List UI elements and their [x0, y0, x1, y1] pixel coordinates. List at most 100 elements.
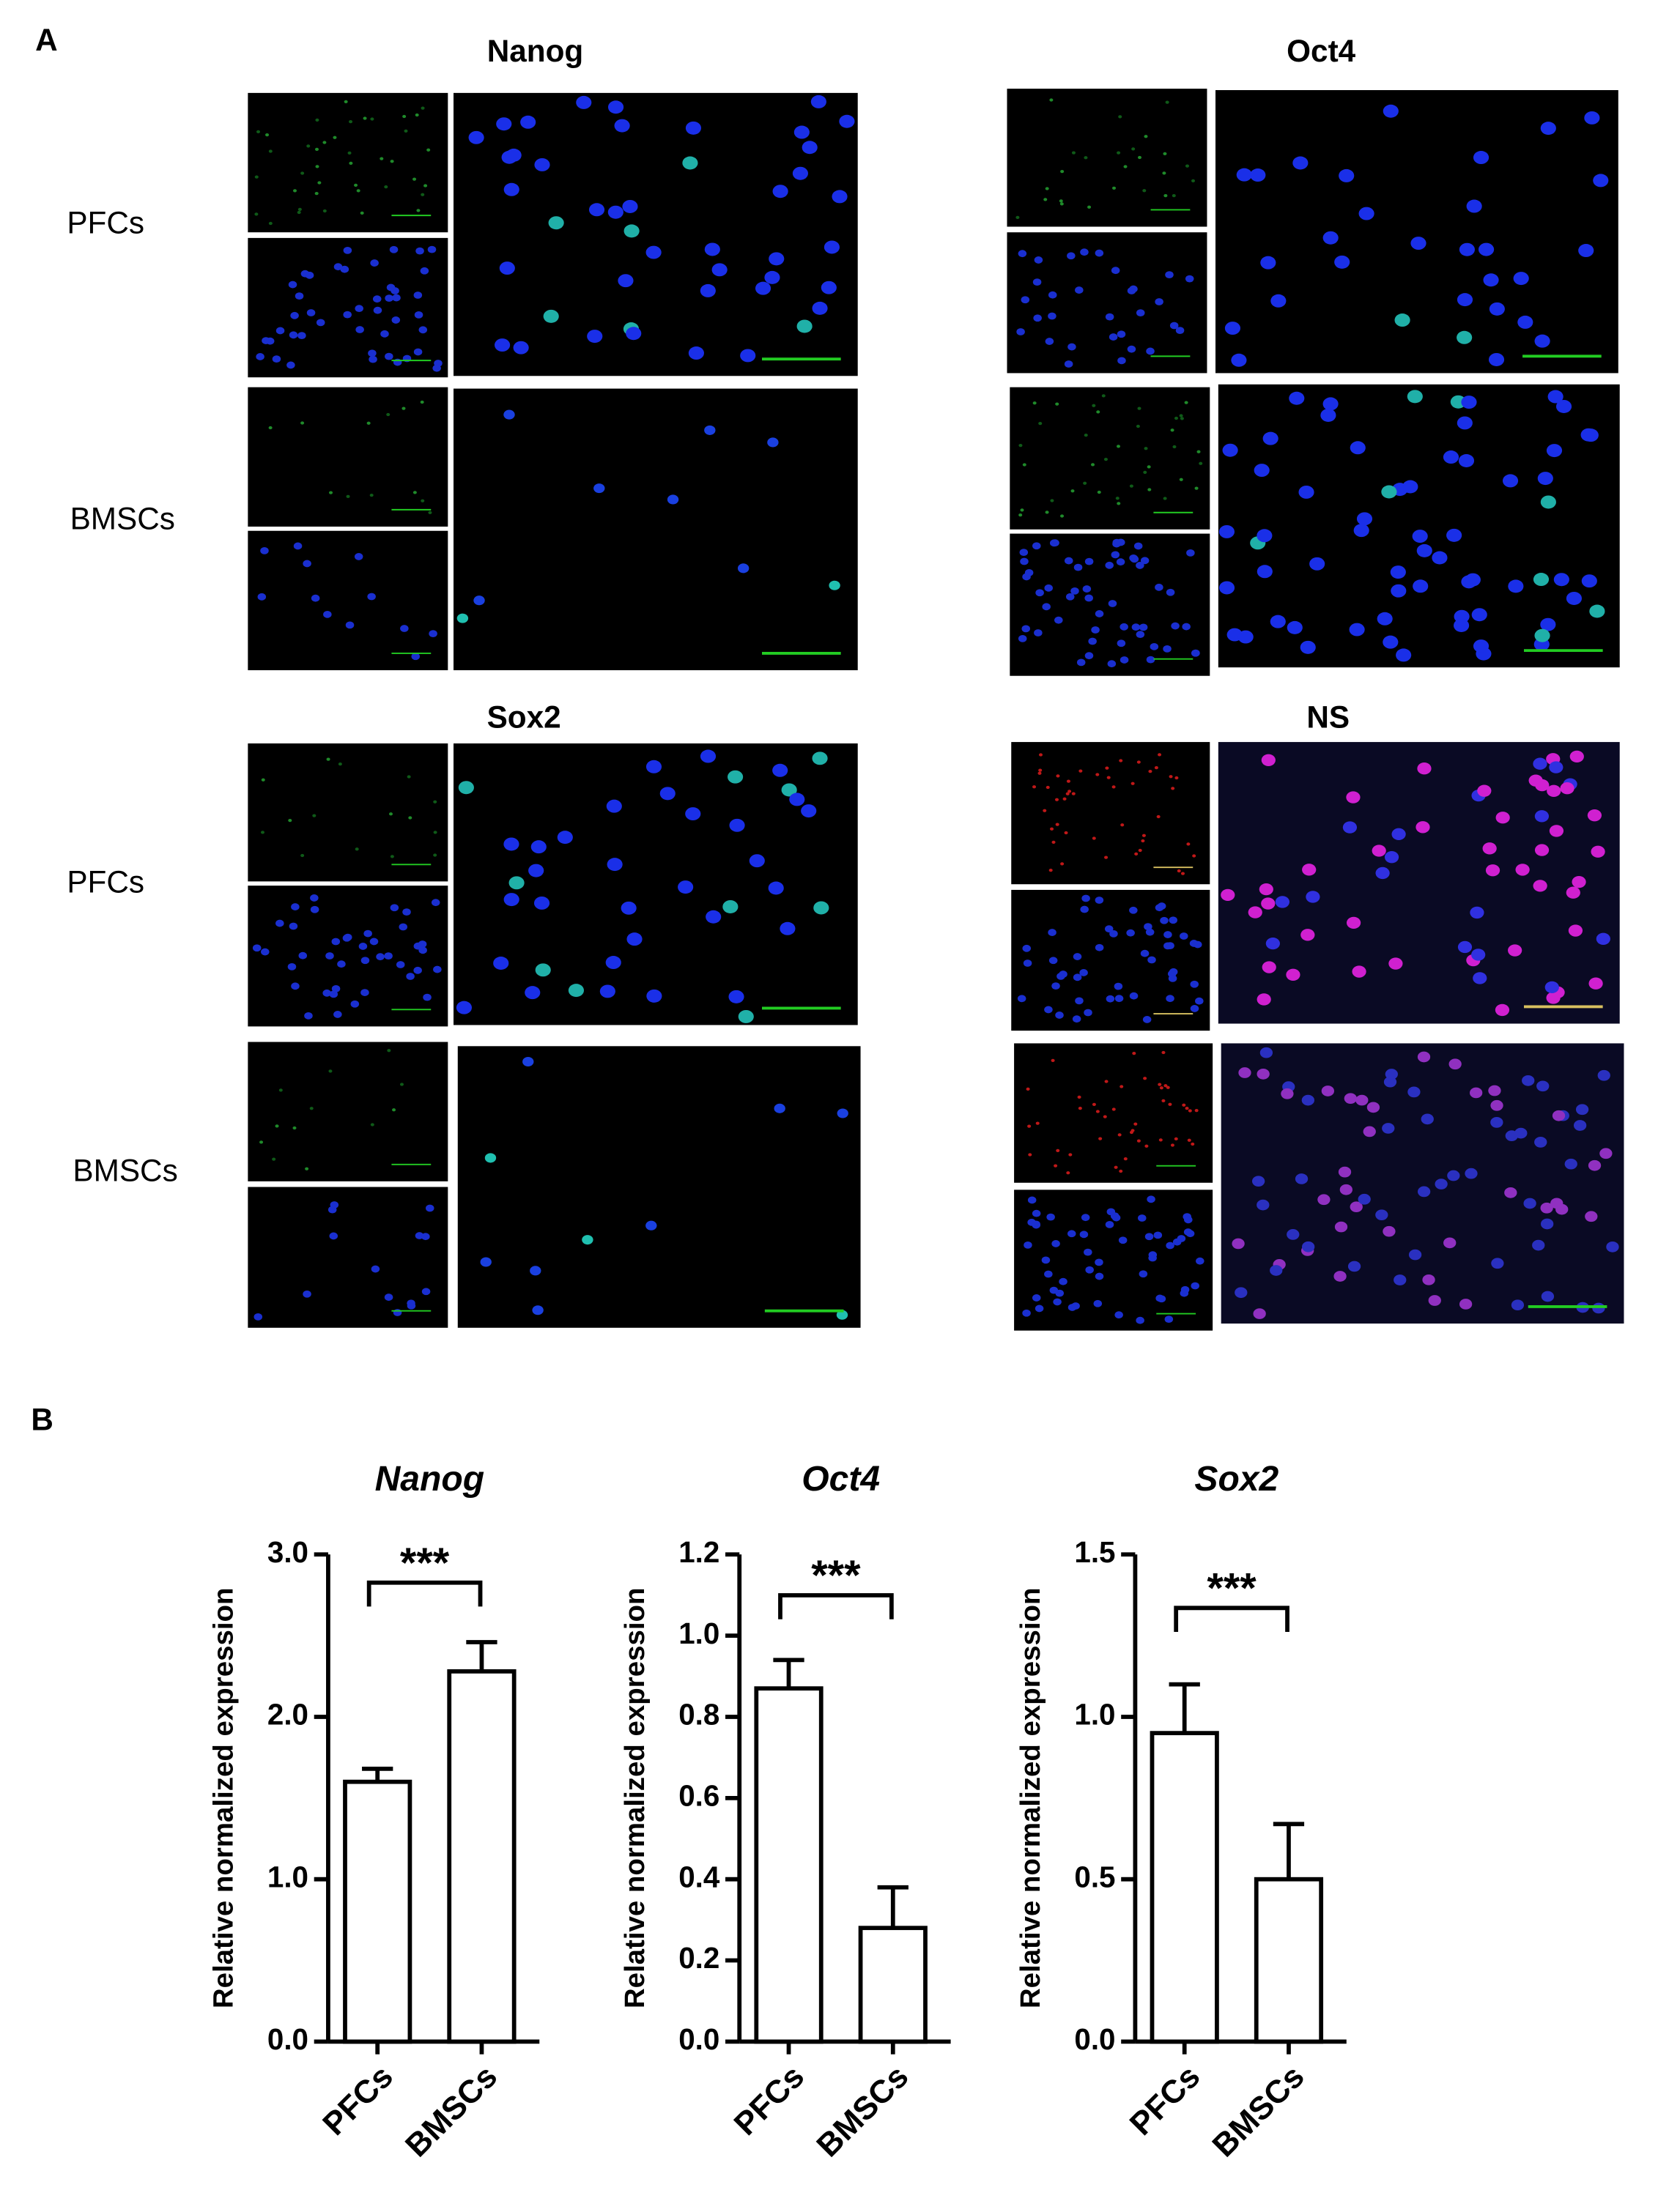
nucleus	[1495, 812, 1510, 824]
nucleus	[821, 281, 837, 294]
nucleus	[1477, 784, 1492, 797]
nucleus	[587, 330, 603, 344]
nucleus	[1470, 1087, 1483, 1099]
nucleus	[1034, 256, 1043, 264]
nucleus	[1257, 529, 1273, 543]
nucleus	[311, 594, 320, 602]
nucleus	[1573, 1120, 1587, 1131]
nucleus	[1044, 584, 1053, 592]
nucleus	[1144, 1233, 1154, 1241]
nucleus	[768, 881, 784, 895]
nucleus	[373, 306, 382, 314]
nucleus	[1145, 928, 1155, 936]
nucleus	[286, 361, 295, 369]
nucleus	[390, 904, 399, 912]
nucleus	[1383, 635, 1399, 649]
nucleus	[769, 252, 785, 266]
nucleus	[1163, 152, 1167, 155]
nucleus	[1043, 809, 1047, 812]
nucleus	[1119, 1169, 1123, 1173]
nucleus	[1566, 886, 1580, 899]
nucleus	[1159, 1086, 1163, 1090]
nucleus	[607, 205, 623, 219]
nucleus	[1236, 168, 1252, 182]
nucleus	[1142, 189, 1147, 193]
nucleus	[593, 483, 605, 494]
nucleus	[525, 986, 541, 1000]
nucleus	[1084, 1009, 1092, 1017]
nucleus	[306, 309, 316, 316]
nucleus	[1147, 488, 1152, 491]
nucleus	[1259, 1047, 1273, 1058]
nucleus	[1588, 1159, 1602, 1171]
nucleus	[433, 831, 437, 834]
nucleus	[781, 783, 797, 797]
significance-bracket	[778, 1593, 894, 1619]
nucleus	[1231, 353, 1247, 367]
nucleus	[256, 130, 260, 134]
nucleus	[1051, 539, 1059, 547]
nucleus	[268, 221, 273, 226]
nucleus	[1045, 187, 1049, 190]
nucleus	[1075, 286, 1084, 294]
nucleus	[363, 929, 372, 938]
nucleus	[416, 209, 421, 212]
nucleus	[1075, 997, 1084, 1005]
nucleus	[1051, 1058, 1055, 1062]
nucleus	[1443, 1237, 1457, 1249]
nucleus	[406, 973, 415, 980]
nucleus	[1286, 968, 1300, 981]
nucleus	[420, 400, 424, 404]
nucleus	[1585, 1211, 1598, 1222]
nucleus	[1045, 511, 1049, 514]
image-title: Sox2	[487, 699, 561, 734]
nucleus	[1390, 565, 1406, 579]
nucleus	[1193, 940, 1202, 949]
nucleus	[1322, 231, 1339, 245]
nucleus	[1140, 949, 1150, 957]
nucleus	[1150, 642, 1159, 650]
nucleus	[1353, 524, 1369, 538]
nucleus	[667, 494, 679, 505]
nucleus	[1265, 937, 1280, 950]
nucleus	[678, 880, 694, 894]
y-tick-label: 2.0	[267, 1698, 308, 1732]
nucleus	[1185, 1230, 1195, 1238]
nucleus	[333, 1011, 342, 1018]
row-label: BMSCs	[70, 501, 175, 535]
nucleus	[1162, 171, 1166, 175]
nucleus	[468, 130, 484, 144]
nucleus	[1317, 1194, 1331, 1206]
nucleus	[1133, 542, 1143, 550]
nucleus	[1035, 1304, 1044, 1313]
nucleus	[355, 305, 363, 313]
nucleus	[1191, 179, 1196, 183]
nucleus	[300, 421, 305, 425]
nucleus	[420, 267, 429, 275]
nucleus	[1334, 255, 1350, 269]
nucleus	[1073, 953, 1082, 960]
nucleus	[792, 166, 808, 180]
nucleus	[1549, 825, 1564, 837]
nucleus	[1541, 1291, 1555, 1302]
nucleus	[1166, 1085, 1170, 1089]
nucleus	[1459, 242, 1475, 256]
nucleus	[499, 261, 515, 275]
nucleus	[385, 352, 393, 360]
nucleus	[1458, 454, 1475, 467]
nucleus	[1155, 298, 1163, 305]
nucleus	[1140, 557, 1150, 565]
nucleus	[1584, 111, 1600, 125]
nucleus	[392, 294, 401, 302]
nucleus	[1179, 478, 1183, 481]
nucleus	[1048, 868, 1053, 872]
nucleus	[1051, 982, 1060, 990]
nucleus	[358, 943, 368, 950]
nucleus	[1166, 588, 1175, 596]
nucleus	[1032, 785, 1037, 789]
nucleus	[391, 316, 401, 324]
nucleus	[1417, 762, 1432, 775]
micrograph	[1011, 742, 1210, 885]
nucleus	[275, 327, 285, 335]
